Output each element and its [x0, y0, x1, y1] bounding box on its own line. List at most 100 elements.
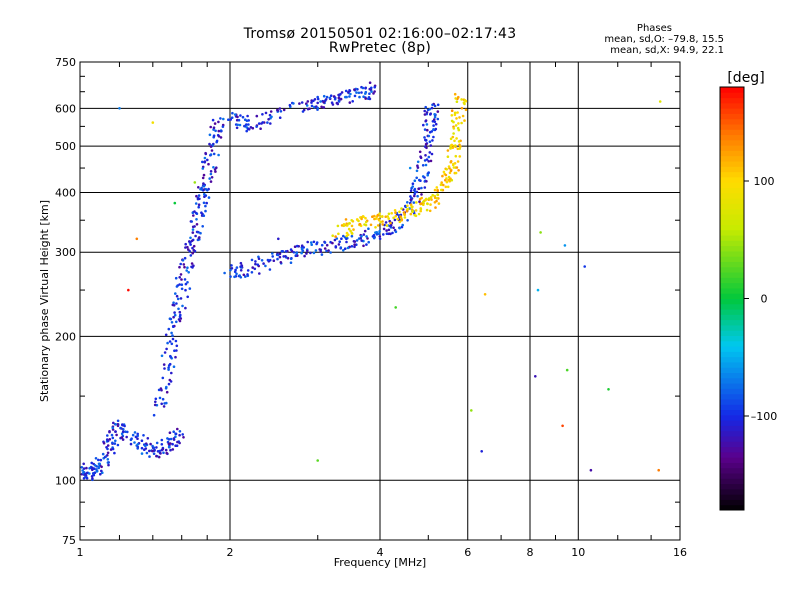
- echo-point: [161, 447, 165, 451]
- echo-point: [207, 162, 210, 166]
- echo-point: [293, 245, 297, 248]
- echo-point: [292, 251, 296, 254]
- echo-point: [188, 287, 192, 290]
- echo-point: [255, 125, 258, 128]
- echo-point: [424, 105, 428, 109]
- echo-point: [178, 319, 182, 323]
- echo-point: [424, 139, 428, 142]
- echo-point: [310, 101, 313, 104]
- echo-point: [163, 367, 166, 370]
- echo-point: [289, 261, 293, 265]
- echo-point: [320, 243, 324, 247]
- echo-point: [113, 442, 117, 445]
- echo-point: [429, 159, 433, 163]
- echo-point: [463, 119, 466, 122]
- echo-point: [80, 466, 84, 469]
- echo-point: [140, 452, 144, 455]
- echo-point: [121, 430, 125, 434]
- echo-point: [409, 203, 413, 206]
- echo-point: [331, 103, 335, 106]
- echo-point: [233, 275, 236, 279]
- echo-point: [449, 160, 453, 164]
- echo-point: [236, 115, 239, 119]
- echo-point: [284, 250, 288, 253]
- echo-point: [295, 244, 299, 248]
- echo-point: [270, 115, 273, 119]
- echo-point: [423, 128, 427, 131]
- colorbar-band: [720, 367, 744, 374]
- echo-point: [204, 209, 207, 213]
- echo-point: [308, 107, 311, 110]
- echo-point: [565, 368, 569, 372]
- echo-point: [333, 238, 337, 242]
- echo-point: [436, 117, 440, 121]
- echo-point: [279, 261, 283, 264]
- echo-point: [111, 441, 114, 445]
- colorbar-band: [720, 282, 744, 289]
- echo-point: [416, 164, 419, 167]
- echo-point: [246, 269, 250, 272]
- echo-point: [144, 444, 147, 448]
- echo-point: [177, 307, 180, 311]
- echo-point: [405, 210, 409, 213]
- echo-point: [235, 266, 239, 269]
- echo-point: [432, 124, 435, 127]
- echo-point: [460, 98, 463, 101]
- echo-point: [331, 234, 335, 237]
- echo-point: [140, 446, 144, 450]
- echo-point: [583, 265, 586, 268]
- echo-point: [370, 86, 373, 90]
- colorbar-band: [720, 155, 744, 162]
- colorbar-band: [720, 409, 744, 416]
- echo-point: [101, 452, 105, 456]
- echo-point: [179, 262, 182, 266]
- echo-point: [120, 432, 124, 436]
- echo-point: [244, 275, 247, 278]
- echo-point: [483, 293, 487, 296]
- echo-point: [212, 134, 216, 137]
- echo-point: [280, 250, 284, 253]
- echo-point: [337, 243, 341, 246]
- echo-point: [175, 344, 179, 348]
- echo-point: [316, 106, 320, 110]
- echo-point: [180, 283, 184, 287]
- echo-point: [365, 235, 368, 238]
- echo-point: [175, 294, 179, 298]
- colorbar-band: [720, 435, 744, 442]
- echo-point: [364, 216, 367, 220]
- echo-point: [439, 183, 443, 187]
- echo-point: [347, 222, 351, 225]
- echo-point: [406, 219, 409, 222]
- echo-point: [459, 145, 462, 148]
- echo-point: [160, 443, 164, 446]
- echo-point: [230, 264, 233, 267]
- echo-point: [387, 217, 391, 220]
- echo-point: [426, 108, 430, 112]
- echo-point: [187, 271, 190, 274]
- colorbar-band: [720, 245, 744, 252]
- echo-point: [417, 212, 421, 216]
- echo-point: [429, 112, 433, 115]
- colorbar-band: [720, 129, 744, 136]
- echo-point: [377, 217, 381, 221]
- echo-point: [328, 96, 332, 100]
- echo-point: [432, 128, 435, 131]
- colorbar-band: [720, 213, 744, 220]
- echo-point: [217, 129, 221, 133]
- echo-point: [372, 92, 375, 95]
- echo-point: [320, 105, 323, 109]
- echo-point: [413, 188, 416, 192]
- echo-point: [444, 173, 448, 177]
- echo-point: [442, 170, 446, 174]
- echo-point: [446, 185, 450, 189]
- echo-point: [329, 94, 333, 97]
- echo-point: [170, 371, 173, 375]
- echo-point: [607, 388, 610, 391]
- echo-point: [413, 179, 417, 182]
- echo-point: [160, 438, 164, 442]
- echo-point: [424, 142, 428, 146]
- echo-point: [378, 235, 382, 238]
- echo-point: [107, 461, 110, 464]
- echo-point: [445, 168, 449, 171]
- echo-point: [455, 166, 459, 169]
